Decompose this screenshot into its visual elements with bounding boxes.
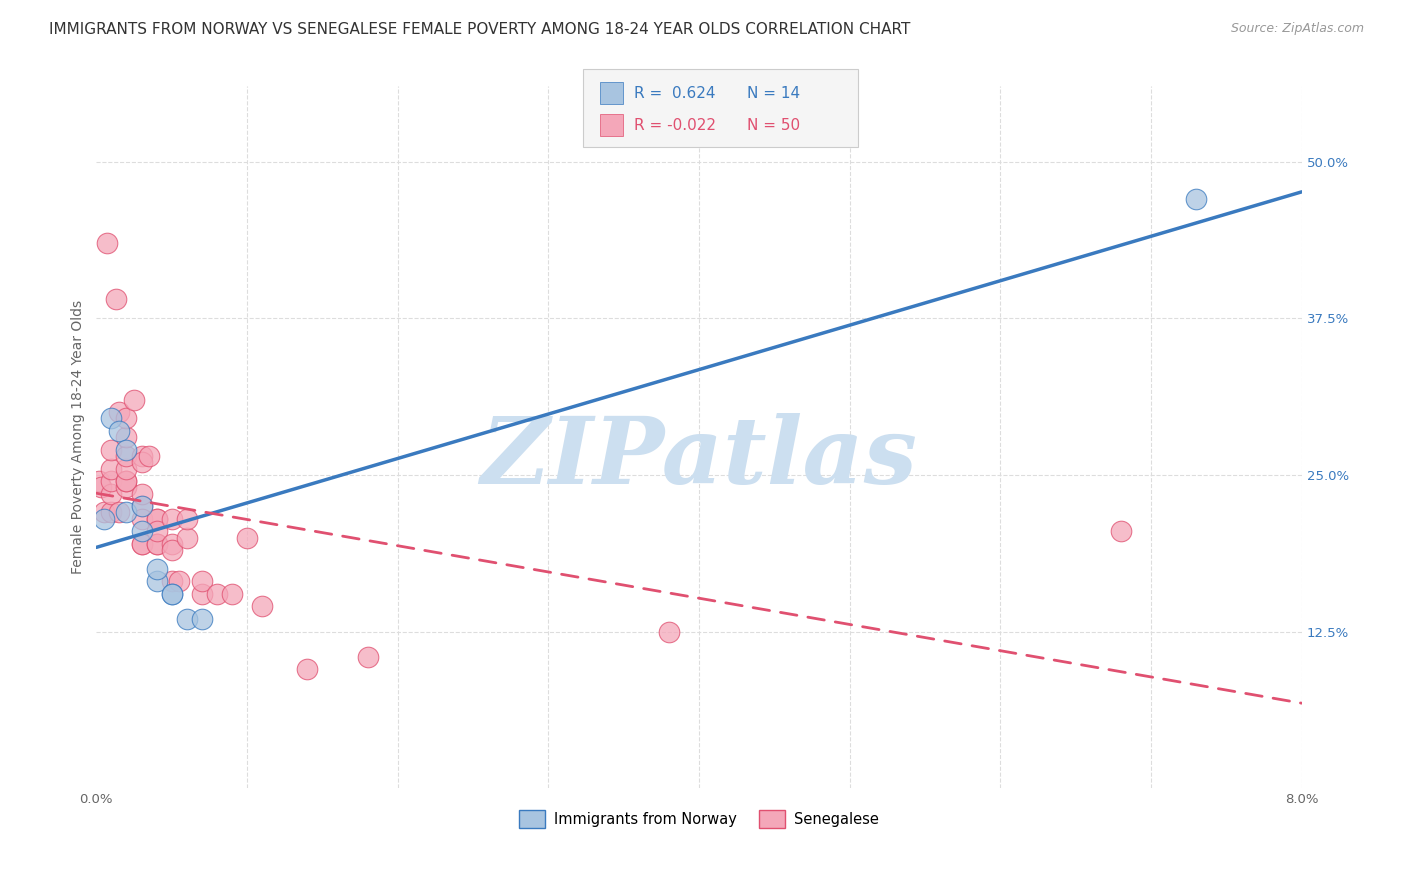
Point (131, 537, 153, 551)
Point (93, 506, 115, 520)
Text: Source: ZipAtlas.com: Source: ZipAtlas.com (1230, 22, 1364, 36)
Point (100, 486, 122, 500)
Point (145, 512, 167, 526)
Point (145, 512, 167, 526)
Point (160, 543, 183, 558)
Point (160, 587, 183, 601)
Point (145, 537, 167, 551)
Point (176, 612, 198, 626)
Point (108, 424, 131, 438)
Point (131, 449, 153, 463)
Text: N = 50: N = 50 (747, 118, 800, 133)
Point (145, 524, 167, 539)
Point (131, 512, 153, 526)
Point (96, 235, 118, 250)
Point (104, 293, 127, 307)
Point (100, 506, 122, 520)
Point (131, 524, 153, 539)
Point (176, 512, 198, 526)
Point (160, 537, 183, 551)
Point (1185, 192, 1208, 206)
Point (115, 461, 138, 475)
Point (115, 430, 138, 444)
Point (160, 512, 183, 526)
Point (131, 499, 153, 513)
Y-axis label: Female Poverty Among 18-24 Year Olds: Female Poverty Among 18-24 Year Olds (72, 301, 86, 574)
Point (191, 574, 214, 589)
Point (356, 649, 378, 664)
Point (115, 506, 138, 520)
Point (131, 486, 153, 500)
Point (297, 662, 319, 676)
Point (90, 480, 112, 494)
Point (115, 411, 138, 425)
Point (131, 537, 153, 551)
Text: R = -0.022: R = -0.022 (634, 118, 716, 133)
Point (1109, 524, 1132, 539)
Text: N = 14: N = 14 (747, 86, 800, 101)
Point (221, 587, 243, 601)
Point (658, 624, 681, 639)
Point (138, 449, 160, 463)
Point (176, 531, 198, 545)
Point (145, 562, 167, 576)
Point (160, 587, 183, 601)
Point (115, 442, 138, 457)
Point (115, 480, 138, 494)
Point (122, 392, 145, 407)
Point (108, 405, 131, 419)
Point (145, 574, 167, 589)
Point (89, 474, 111, 488)
Point (115, 449, 138, 463)
Point (205, 587, 228, 601)
Point (145, 537, 167, 551)
Legend: Immigrants from Norway, Senegalese: Immigrants from Norway, Senegalese (513, 804, 884, 833)
Point (108, 506, 131, 520)
Point (93, 512, 115, 526)
Point (191, 587, 214, 601)
Point (191, 612, 214, 626)
Point (100, 411, 122, 425)
Point (131, 455, 153, 469)
Point (167, 574, 190, 589)
Point (100, 474, 122, 488)
Point (100, 442, 122, 457)
Point (131, 499, 153, 513)
Point (115, 474, 138, 488)
Point (236, 531, 259, 545)
Point (160, 574, 183, 589)
Point (115, 474, 138, 488)
Point (250, 599, 273, 614)
Text: R =  0.624: R = 0.624 (634, 86, 716, 101)
Text: ZIPatlas: ZIPatlas (481, 413, 918, 503)
Point (100, 461, 122, 475)
Text: IMMIGRANTS FROM NORWAY VS SENEGALESE FEMALE POVERTY AMONG 18-24 YEAR OLDS CORREL: IMMIGRANTS FROM NORWAY VS SENEGALESE FEM… (49, 22, 911, 37)
